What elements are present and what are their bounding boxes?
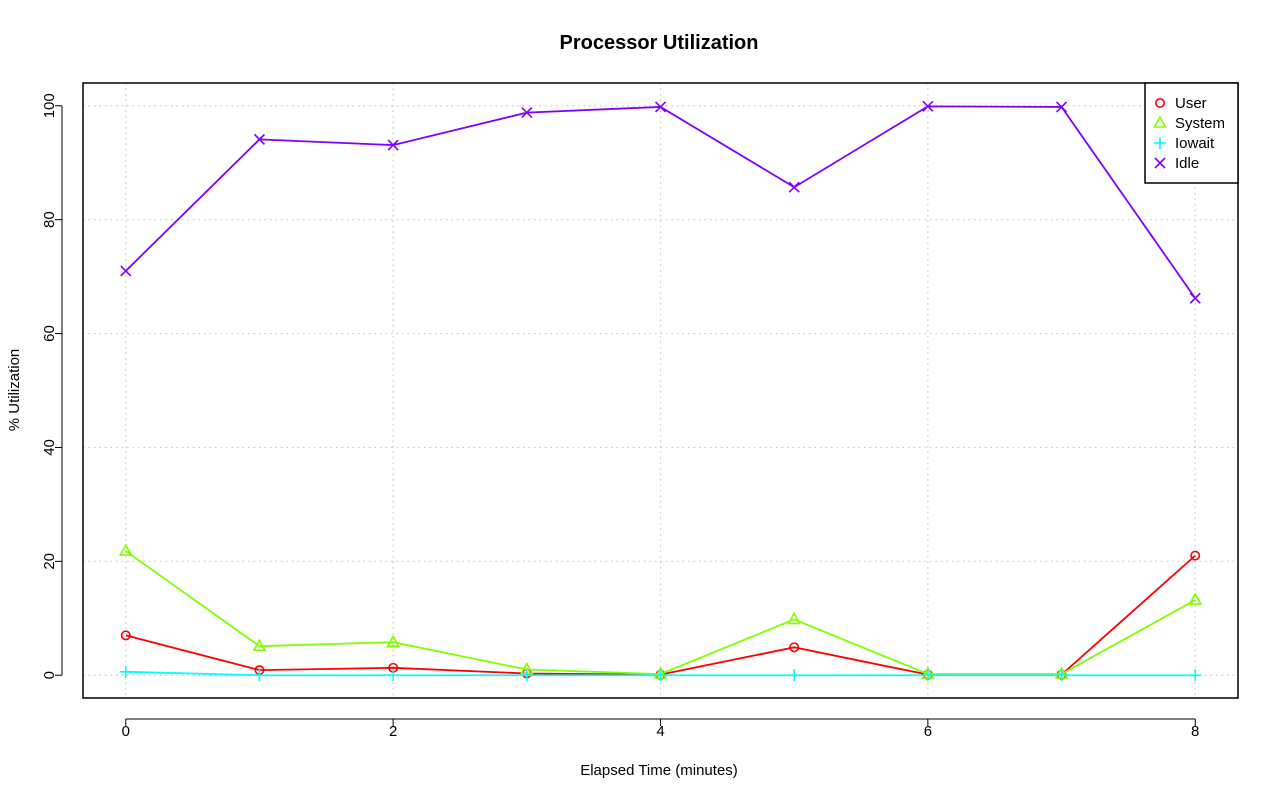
data-point-iowait [654, 669, 667, 682]
data-point-idle-stroke-b [387, 139, 399, 151]
data-point-system-shape [252, 638, 267, 651]
legend: User System Iowait Idle [1144, 82, 1239, 184]
series-user [120, 550, 1201, 680]
data-point-iowait [520, 669, 533, 682]
data-point-idle [521, 107, 533, 119]
data-point-idle [788, 181, 800, 193]
data-point-idle-stroke-b [1055, 101, 1068, 113]
data-point-user [120, 630, 131, 641]
data-point-idle-stroke-b [654, 101, 667, 113]
series-idle [120, 100, 1201, 304]
data-point-iowait [1055, 669, 1068, 682]
x-tick-label: 2 [389, 723, 397, 740]
data-point-idle [253, 133, 266, 145]
data-point-user [1190, 550, 1201, 561]
legend-label-idle: Idle [1175, 155, 1199, 172]
y-tick-label: 20 [41, 553, 58, 570]
data-point-iowait [1189, 669, 1202, 682]
data-point-system [386, 634, 400, 647]
grid-layer [83, 83, 1238, 698]
data-point-idle [1189, 292, 1201, 304]
data-point-idle-stroke-b [788, 181, 800, 193]
legend-marker-idle [1154, 157, 1166, 169]
legend-label-iowait: Iowait [1175, 135, 1215, 152]
data-point-user [789, 642, 800, 653]
legend-label-user: User [1175, 95, 1207, 112]
x-axis-label: Elapsed Time (minutes) [580, 762, 738, 779]
data-point-system [252, 638, 267, 651]
legend-label-system: System [1175, 115, 1225, 132]
legend-box [1144, 82, 1239, 184]
x-tick-label: 8 [1191, 723, 1199, 740]
x-tick-label: 4 [656, 723, 664, 740]
x-tick-label: 0 [122, 723, 130, 740]
data-point-idle-stroke-b [120, 265, 132, 277]
legend-marker-user-shape [1155, 98, 1166, 109]
legend-marker-iowait [1154, 137, 1166, 149]
data-point-system-shape [1188, 592, 1203, 605]
data-point-iowait [921, 669, 934, 682]
data-point-system-shape [386, 634, 400, 647]
plot-frame [82, 82, 1239, 699]
data-point-iowait [253, 669, 266, 682]
data-point-system [118, 543, 133, 556]
data-point-idle [387, 139, 399, 151]
data-point-idle-stroke-b [1189, 292, 1201, 304]
data-point-idle-stroke-b [521, 107, 533, 119]
y-tick-label: 60 [41, 325, 58, 342]
series-iowait [119, 665, 1202, 682]
data-point-idle [1055, 101, 1068, 113]
data-point-user-shape [1190, 550, 1201, 561]
data-point-system-shape [787, 611, 802, 625]
y-axis-label: % Utilization [6, 349, 23, 432]
legend-marker-idle-stroke-b [1154, 157, 1166, 169]
y-tick-label: 80 [41, 211, 58, 228]
chart-title: Processor Utilization [560, 32, 759, 54]
y-tick-label: 0 [41, 671, 58, 679]
data-point-idle [120, 265, 132, 277]
data-point-system [1188, 592, 1203, 605]
data-point-iowait [387, 669, 400, 682]
data-point-system-shape [118, 543, 133, 556]
series-line-idle [125, 105, 1196, 299]
data-point-user-shape [120, 630, 131, 641]
data-point-iowait [119, 665, 132, 678]
legend-marker-user [1155, 98, 1166, 109]
data-point-idle [654, 101, 667, 113]
series-layer [118, 100, 1203, 682]
x-tick-label: 6 [924, 723, 932, 740]
legend-marker-system-shape [1153, 115, 1167, 128]
data-point-iowait [788, 669, 801, 682]
data-point-idle [922, 100, 934, 112]
data-point-user-shape [789, 642, 800, 653]
legend-marker-system [1153, 115, 1167, 128]
y-tick-label: 100 [41, 93, 58, 118]
data-point-system [787, 611, 802, 625]
data-point-idle-stroke-b [253, 133, 266, 145]
y-tick-label: 40 [41, 439, 58, 456]
data-point-idle-stroke-b [922, 100, 934, 112]
